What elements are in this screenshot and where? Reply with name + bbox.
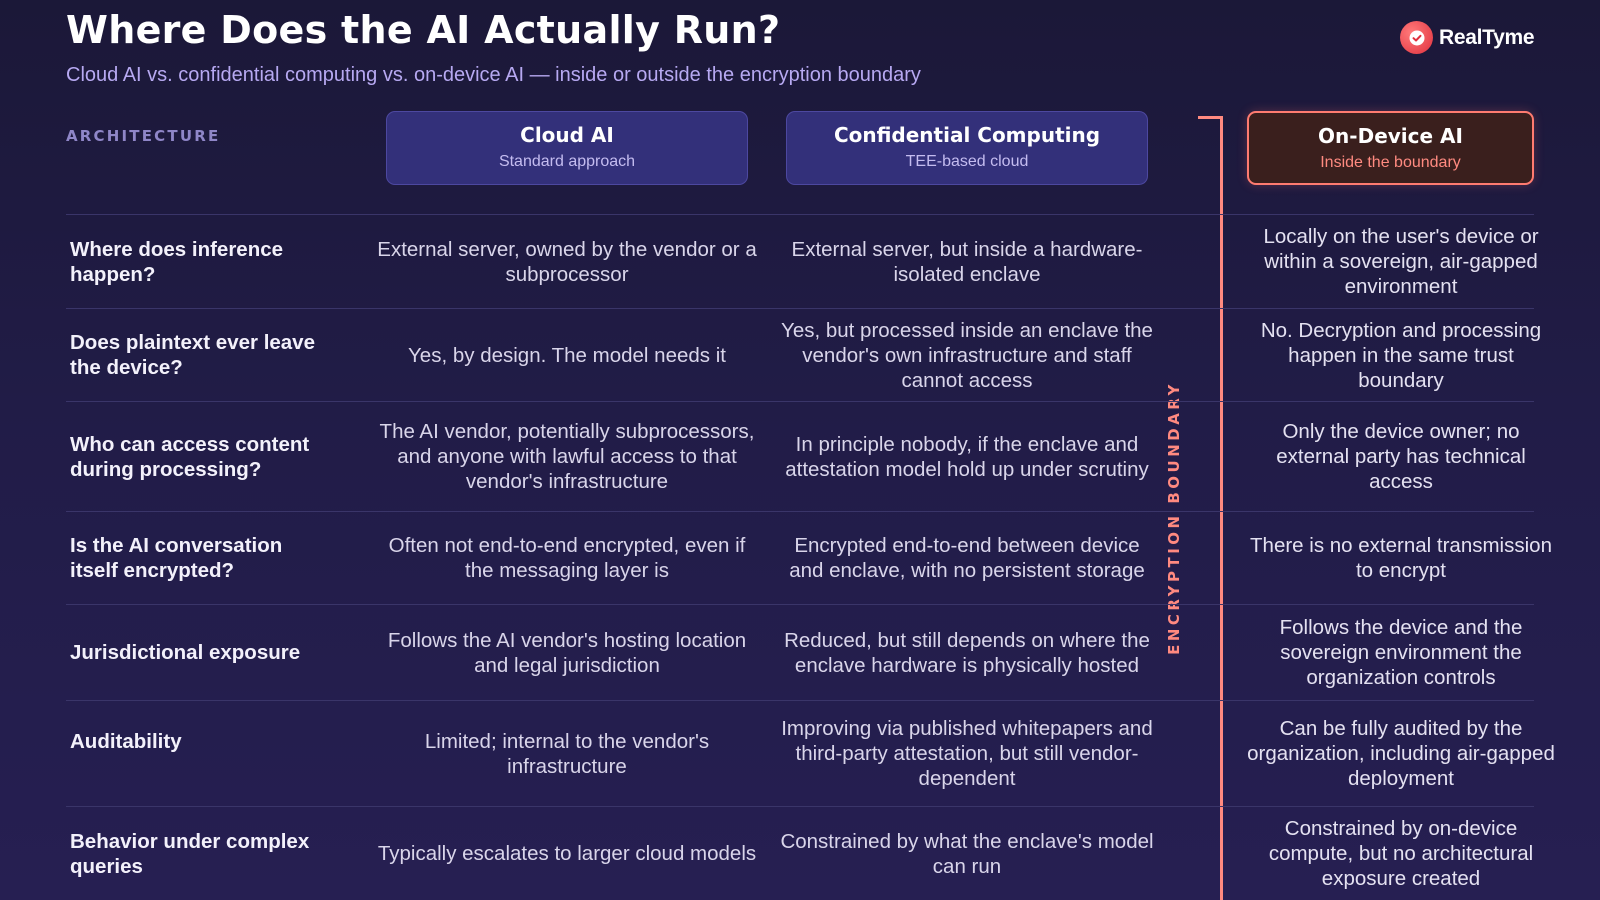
column-subtitle: TEE-based cloud bbox=[905, 153, 1029, 170]
column-header-on-device-ai: On-Device AI Inside the boundary bbox=[1247, 111, 1534, 185]
checkmark-bubble-icon bbox=[1400, 21, 1433, 54]
confidential-computing-cell: Improving via published whitepapers and … bbox=[781, 717, 1153, 790]
column-header-confidential-computing: Confidential Computing TEE-based cloud bbox=[786, 111, 1148, 185]
row-divider bbox=[66, 806, 1534, 807]
brand-name: RealTyme bbox=[1439, 25, 1535, 49]
cloud-ai-cell: Yes, by design. The model needs it bbox=[408, 343, 726, 367]
column-header-cloud-ai: Cloud AI Standard approach bbox=[386, 111, 748, 185]
on-device-ai-cell: Only the device owner; no external party… bbox=[1276, 420, 1526, 493]
table-row: Where does inference happen? External se… bbox=[0, 215, 1600, 308]
row-divider bbox=[66, 511, 1534, 512]
row-question: Jurisdictional exposure bbox=[70, 641, 301, 664]
column-title: Confidential Computing bbox=[833, 123, 1101, 147]
cloud-ai-cell: Follows the AI vendor's hosting location… bbox=[387, 628, 747, 677]
row-divider bbox=[66, 401, 1534, 402]
table-row: Jurisdictional exposure Follows the AI v… bbox=[0, 605, 1600, 700]
table-row: Auditability Limited; internal to the ve… bbox=[0, 701, 1600, 806]
column-subtitle: Standard approach bbox=[498, 153, 636, 170]
table-row: Who can access content during processing… bbox=[0, 402, 1600, 511]
row-divider bbox=[66, 214, 1534, 215]
table-row: Does plaintext ever leave the device? Ye… bbox=[0, 309, 1600, 401]
brand-logo: RealTyme bbox=[1400, 21, 1535, 54]
on-device-ai-cell: Can be fully audited by the organization… bbox=[1247, 717, 1555, 790]
column-title: On-Device AI bbox=[1318, 124, 1463, 148]
confidential-computing-cell: External server, but inside a hardware-i… bbox=[791, 237, 1143, 286]
on-device-ai-cell: Locally on the user's device or within a… bbox=[1263, 225, 1539, 298]
confidential-computing-cell: In principle nobody, if the enclave and … bbox=[785, 432, 1149, 481]
architecture-label: ARCHITECTURE bbox=[66, 127, 221, 145]
confidential-computing-cell: Reduced, but still depends on where the … bbox=[784, 628, 1150, 677]
table-row: Is the AI conversation itself encrypted?… bbox=[0, 512, 1600, 604]
encryption-boundary-line bbox=[1220, 116, 1223, 900]
column-title: Cloud AI bbox=[520, 123, 614, 147]
row-divider bbox=[66, 604, 1534, 605]
page-subtitle: Cloud AI vs. confidential computing vs. … bbox=[66, 64, 921, 86]
row-question: Is the AI conversation itself encrypted? bbox=[70, 534, 283, 582]
encryption-boundary-tick bbox=[1198, 116, 1223, 119]
on-device-ai-cell: Follows the device and the sovereign env… bbox=[1279, 616, 1523, 689]
row-question: Does plaintext ever leave the device? bbox=[70, 331, 315, 379]
row-divider bbox=[66, 308, 1534, 309]
row-question: Auditability bbox=[70, 730, 182, 753]
row-question: Who can access content during processing… bbox=[70, 432, 310, 481]
confidential-computing-cell: Yes, but processed inside an enclave the… bbox=[781, 318, 1153, 392]
page-title: Where Does the AI Actually Run? bbox=[66, 8, 781, 52]
column-subtitle: Inside the boundary bbox=[1320, 154, 1461, 171]
row-question: Behavior under complex queries bbox=[70, 829, 310, 878]
on-device-ai-cell: There is no external transmission to enc… bbox=[1250, 534, 1552, 582]
cloud-ai-cell: Often not end-to-end encrypted, even if … bbox=[388, 534, 746, 582]
row-question: Where does inference happen? bbox=[70, 237, 284, 286]
on-device-ai-cell: Constrained by on-device compute, but no… bbox=[1268, 817, 1534, 890]
cloud-ai-cell: Limited; internal to the vendor's infras… bbox=[424, 729, 710, 778]
on-device-ai-cell: No. Decryption and processing happen in … bbox=[1260, 318, 1542, 392]
row-divider bbox=[66, 700, 1534, 701]
cloud-ai-cell: External server, owned by the vendor or … bbox=[377, 237, 757, 286]
cloud-ai-cell: The AI vendor, potentially subprocessors… bbox=[379, 420, 755, 493]
cloud-ai-cell: Typically escalates to larger cloud mode… bbox=[377, 842, 757, 865]
confidential-computing-cell: Constrained by what the enclave's model … bbox=[780, 829, 1154, 878]
table-row: Behavior under complex queries Typically… bbox=[0, 807, 1600, 900]
confidential-computing-cell: Encrypted end-to-end between device and … bbox=[789, 534, 1145, 582]
